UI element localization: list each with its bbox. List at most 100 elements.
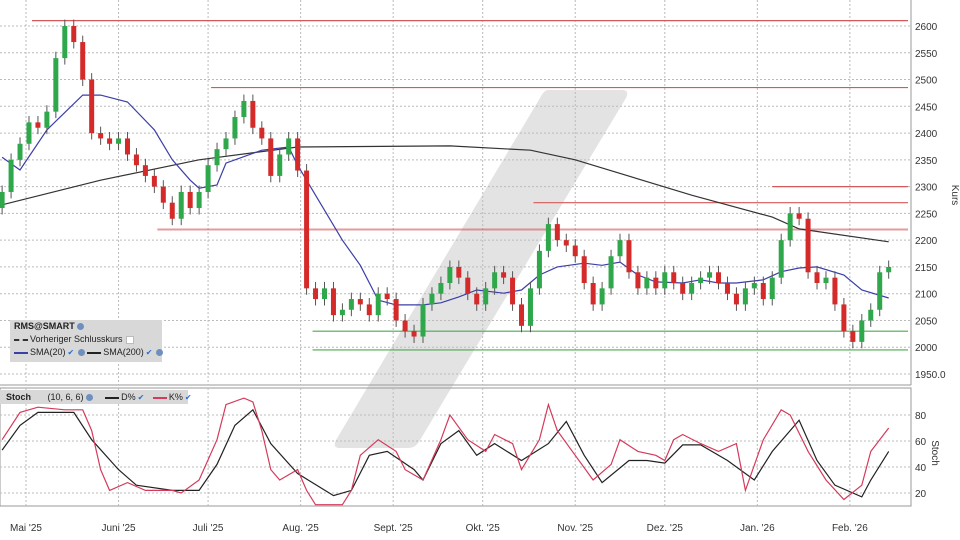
candle [733,293,739,305]
d-check-icon[interactable]: ✔ [137,393,145,402]
y-tick-label: 2400 [915,129,938,140]
legend-sma200: SMA(200) [103,347,144,357]
candle [644,277,650,289]
candle [850,331,856,342]
candle [304,170,310,289]
candle [124,138,130,155]
candle [689,282,695,294]
y-tick-label: 2300 [915,183,938,194]
stoch-tick-label: 80 [915,411,927,422]
prev-close-checkbox[interactable] [125,335,134,344]
candle [142,165,148,176]
candle [411,331,417,337]
candle [492,272,498,289]
candle [626,240,632,273]
candle [716,272,722,283]
candle [814,272,820,283]
legend-d: D% [121,392,136,402]
x-tick-label: Aug. '25 [282,523,319,534]
candle [178,191,184,219]
candle [572,245,578,257]
candle [0,191,5,209]
y-tick-label: 2350 [915,156,938,167]
stoch-tick-label: 40 [915,463,927,474]
candle [44,111,50,128]
candle [268,138,274,176]
candle [366,304,372,316]
candle [823,277,829,283]
candle [751,282,757,289]
candle [527,288,533,326]
watermark-logo [334,90,628,448]
candle [868,309,874,321]
candle [590,282,596,305]
legend-symbol: RMS@SMART [14,321,75,331]
candle [438,282,444,294]
candle [26,122,32,144]
candle [724,282,730,294]
candle [886,266,892,273]
globe-icon[interactable] [76,323,84,331]
candle [787,213,793,241]
y-tick-label: 2100 [915,290,938,301]
legend-sma20: SMA(20) [30,347,66,357]
candle [250,100,256,128]
candle [393,299,399,321]
candle [277,154,283,176]
stoch-legend: Stoch (10, 6, 6) D% ✔ K% ✔ [0,390,192,404]
candle [447,266,453,283]
sma20-check-icon[interactable]: ✔ [67,348,75,357]
candle [62,26,68,59]
y-axis-label: Kurs [949,185,960,206]
candle [796,213,802,219]
candle [259,127,265,139]
globe-icon[interactable] [78,349,86,357]
sma200-line [1,145,889,243]
candle [653,277,659,289]
candle [680,282,686,294]
price-legend: RMS@SMART Vorheriger Schlusskurs SMA(20)… [10,320,164,362]
k-check-icon[interactable]: ✔ [184,393,192,402]
candle [536,250,542,289]
globe-icon[interactable] [85,394,93,402]
candle [214,149,220,166]
candle [707,272,713,278]
candle [169,202,175,219]
candle [357,299,363,305]
candle [17,143,23,160]
candle [662,272,668,289]
globe-icon[interactable] [156,349,164,357]
k-line-icon [152,396,167,399]
y-tick-label: 2000 [915,343,938,354]
stoch-D-line [1,408,890,498]
candle [133,154,139,166]
candle [402,320,408,332]
y-tick-label: 2500 [915,76,938,87]
candle [769,277,775,300]
candle [859,320,865,342]
stoch-panel-border [0,387,912,507]
candle [456,266,462,278]
x-tick-label: Nov. '25 [557,523,593,534]
x-tick-label: Jan. '26 [740,523,775,534]
sma200-check-icon[interactable]: ✔ [145,348,153,357]
x-tick-label: Juni '25 [101,523,136,534]
candle [107,138,113,144]
candle [151,175,157,187]
candle [778,240,784,278]
candle [322,288,327,300]
candle [80,42,86,80]
candle [698,277,704,283]
candle [160,186,166,203]
candle [330,288,336,316]
candle [429,293,435,305]
candle [465,277,471,294]
legend-k: K% [168,392,183,402]
sma20-line [1,94,889,306]
candle [483,288,489,305]
sma200-line-icon [87,351,102,354]
candle [187,191,193,209]
candle [635,272,641,289]
candle [116,138,122,144]
